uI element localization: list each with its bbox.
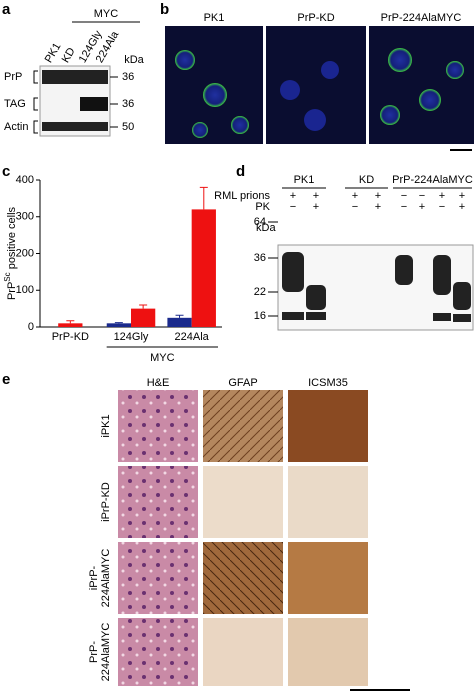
row-label: 224AlaMYC [100, 623, 112, 682]
y-axis-label: PrPSc positive cells [3, 206, 18, 300]
marker: 16 [254, 310, 266, 322]
group-label: KD [359, 174, 374, 186]
bar [58, 323, 83, 327]
unit: kDa [256, 222, 276, 234]
sign: + [419, 201, 425, 213]
micrograph [369, 26, 474, 144]
panel-letter: a [2, 1, 11, 18]
error-bar [114, 322, 123, 324]
marker: 50 [122, 121, 134, 133]
sign: − [352, 201, 358, 213]
bar [131, 308, 156, 327]
bands [282, 252, 471, 322]
band [42, 70, 108, 84]
y-tick-label: 200 [16, 247, 34, 259]
y-label-base: PrP [6, 282, 18, 300]
sign: + [375, 201, 381, 213]
band [80, 97, 108, 111]
sign: + [352, 190, 358, 202]
row-label: PK [255, 201, 270, 213]
group-label: MYC [94, 8, 119, 20]
column-label: H&E [147, 377, 170, 389]
sign: + [459, 190, 465, 202]
row-label: RML prions [214, 190, 270, 202]
sign: + [459, 201, 465, 213]
row-label: TAG [4, 98, 26, 110]
bar [106, 323, 131, 327]
bar [191, 209, 216, 327]
sign: + [313, 190, 319, 202]
x-tick-label: PrP-KD [52, 331, 89, 343]
row-label: iPrP- [88, 565, 100, 590]
column-label: PK1 [204, 12, 225, 24]
column-label: PrP-224AlaMYC [381, 12, 462, 24]
marker: 36 [254, 252, 266, 264]
lane-label: PK1 [43, 41, 64, 65]
row-label: iPrP-KD [100, 482, 112, 522]
y-tick-label: 300 [16, 211, 34, 223]
sign: − [419, 190, 425, 202]
panel-letter: d [236, 163, 245, 180]
sign: + [313, 201, 319, 213]
bracket [33, 120, 38, 134]
group-label: MYC [150, 352, 175, 364]
group-label: PrP-224AlaMYC [392, 174, 473, 186]
sign: − [290, 201, 296, 213]
column-label: ICSM35 [308, 377, 348, 389]
panel-letter: c [2, 163, 10, 180]
row-label: PrP [4, 71, 22, 83]
y-tick-label: 100 [16, 284, 34, 296]
row-label: iPK1 [100, 414, 112, 437]
band [42, 122, 108, 131]
unit: kDa [124, 54, 144, 66]
row-label: 224AlaMYC [100, 549, 112, 608]
group-label: PK1 [294, 174, 315, 186]
y-label-rest: positive cells [6, 206, 18, 272]
column-label: GFAP [228, 377, 257, 389]
sign: + [439, 190, 445, 202]
marker: 36 [122, 71, 134, 83]
y-tick-label: 0 [28, 321, 34, 333]
x-tick-label: 124Gly [114, 331, 149, 343]
error-bar [139, 304, 148, 309]
marker: 36 [122, 98, 134, 110]
sign: + [290, 190, 296, 202]
row-label: Actin [4, 121, 28, 133]
marker: 64 [254, 216, 266, 228]
x-tick-label: 224Ala [175, 331, 210, 343]
y-label-sup: Sc [3, 272, 12, 281]
cells [175, 48, 464, 138]
marker: 22 [254, 286, 266, 298]
column-label: PrP-KD [297, 12, 334, 24]
bracket [33, 97, 38, 111]
error-bar [175, 314, 184, 318]
error-bar [66, 320, 75, 324]
sign: − [439, 201, 445, 213]
bracket [33, 70, 38, 84]
sign: − [401, 190, 407, 202]
panel-letter: e [2, 371, 10, 388]
sign: − [401, 201, 407, 213]
panel-letter: b [160, 1, 169, 18]
bar [167, 317, 192, 327]
y-tick-label: 400 [16, 174, 34, 186]
sign: + [375, 190, 381, 202]
histology [118, 390, 368, 686]
row-label: PrP- [88, 641, 100, 663]
error-bar [199, 186, 208, 210]
